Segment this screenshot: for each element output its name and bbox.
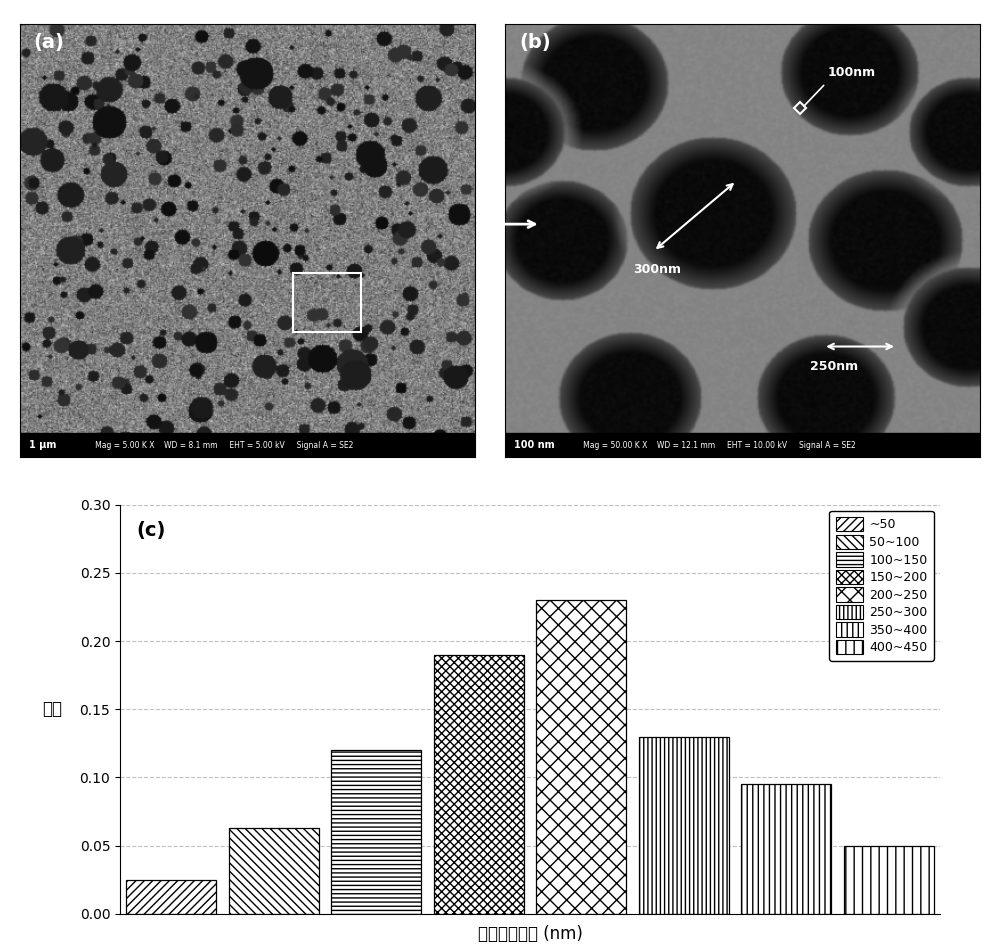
Text: (b): (b) bbox=[519, 32, 551, 51]
Text: 300nm: 300nm bbox=[633, 263, 681, 276]
Bar bbox=[20, 433, 475, 457]
Bar bbox=[331, 750, 421, 914]
Bar bbox=[505, 433, 980, 457]
Bar bbox=[126, 880, 216, 914]
Bar bbox=[229, 828, 319, 914]
Text: 1 μm: 1 μm bbox=[29, 440, 56, 450]
Text: (c): (c) bbox=[136, 521, 166, 540]
Text: 100nm: 100nm bbox=[828, 66, 876, 79]
Legend: ~50, 50~100, 100~150, 150~200, 200~250, 250~300, 350~400, 400~450: ~50, 50~100, 100~150, 150~200, 200~250, … bbox=[829, 511, 934, 661]
Text: Mag = 5.00 K X    WD = 8.1 mm     EHT = 5.00 kV     Signal A = SE2: Mag = 5.00 K X WD = 8.1 mm EHT = 5.00 kV… bbox=[88, 441, 354, 449]
Bar bbox=[741, 784, 831, 914]
Bar bbox=[639, 737, 729, 914]
X-axis label: 纳米孔径分布 (nm): 纳米孔径分布 (nm) bbox=[478, 925, 582, 943]
Text: 100 nm: 100 nm bbox=[514, 440, 555, 450]
Text: 250nm: 250nm bbox=[810, 360, 858, 373]
Bar bbox=[434, 655, 524, 914]
Text: Mag = 50.00 K X    WD = 12.1 mm     EHT = 10.00 kV     Signal A = SE2: Mag = 50.00 K X WD = 12.1 mm EHT = 10.00… bbox=[576, 441, 856, 449]
Bar bbox=[536, 600, 626, 914]
Y-axis label: 频率: 频率 bbox=[42, 701, 62, 718]
Bar bbox=[293, 273, 361, 332]
Bar bbox=[844, 845, 934, 914]
Text: (a): (a) bbox=[34, 32, 65, 51]
